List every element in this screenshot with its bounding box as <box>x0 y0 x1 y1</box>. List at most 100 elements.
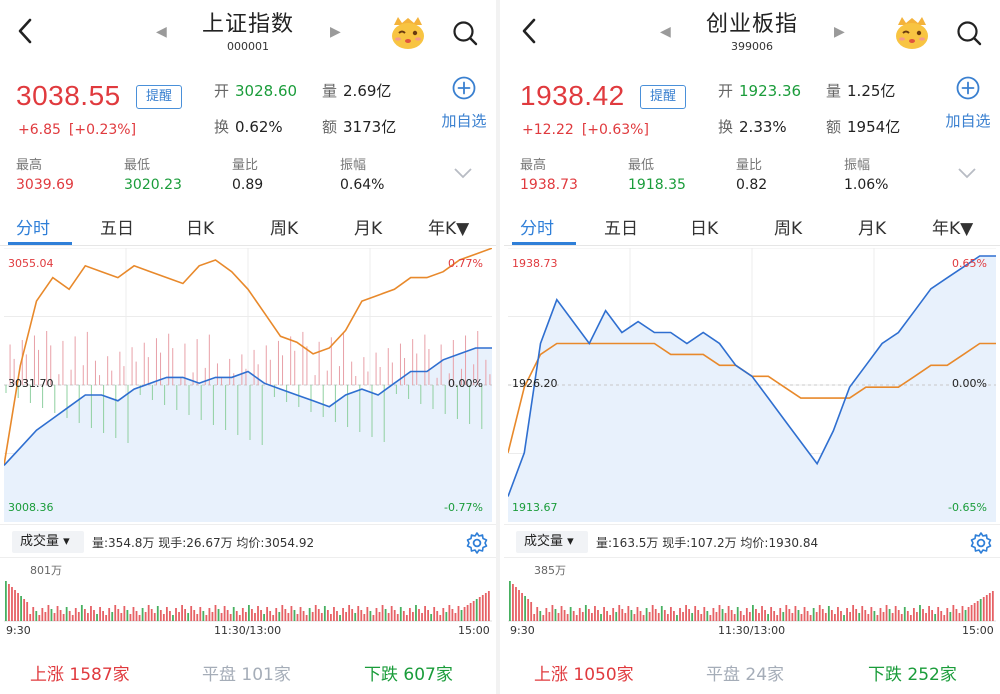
volume-bar-up <box>457 606 460 621</box>
volume-bar-up <box>44 612 47 621</box>
change-amount: +12.22 <box>522 122 574 138</box>
next-arrow-icon[interactable]: ▶ <box>330 24 341 40</box>
volume-bar-down <box>323 606 326 621</box>
volume-bar-down <box>354 613 357 621</box>
add-watchlist-button[interactable]: 加自选 <box>438 76 490 131</box>
tab-intraday[interactable]: 分时 <box>16 219 50 239</box>
volume-bar-up <box>147 605 150 621</box>
indicator-select[interactable]: 成交量 ▾ <box>12 531 84 553</box>
tab-weekly-k[interactable]: 周K <box>774 219 803 239</box>
volume-bar-up <box>196 614 199 621</box>
search-icon[interactable] <box>956 20 982 46</box>
volume-bar-up <box>463 607 466 621</box>
volume-bar-up <box>521 593 523 621</box>
volume-bar-up <box>360 610 363 621</box>
volume-bar-up <box>876 615 879 621</box>
volume-bar-up <box>302 611 305 621</box>
tab-monthly-k[interactable]: 月K <box>858 219 887 239</box>
stat-label: 最高 <box>16 158 43 173</box>
turnover-value: 2.33% <box>739 118 787 136</box>
mascot-icon[interactable] <box>388 15 428 51</box>
volume-bar-up <box>527 599 530 621</box>
chevron-down-icon[interactable] <box>956 166 978 180</box>
volume-bar-up <box>545 608 548 621</box>
volume-bar-up <box>169 611 171 621</box>
tab-daily-k[interactable]: 日K <box>186 219 215 239</box>
volume-bar-up <box>594 606 596 621</box>
volume-max-label: 385万 <box>534 564 566 577</box>
volume-bar-down <box>509 581 511 621</box>
prev-arrow-icon[interactable]: ◀ <box>156 24 167 40</box>
time-start: 9:30 <box>510 624 535 637</box>
volume-bar-up <box>642 615 645 621</box>
add-watchlist-button[interactable]: 加自选 <box>942 76 994 131</box>
chart-pct-high: 0.65% <box>952 257 987 270</box>
prev-arrow-icon[interactable]: ◀ <box>660 24 671 40</box>
stat-value: 3020.23 <box>124 177 182 193</box>
time-end: 15:00 <box>458 624 490 637</box>
volume-bar-up <box>621 609 624 621</box>
gear-icon[interactable] <box>969 531 993 555</box>
intraday-chart[interactable] <box>4 248 492 522</box>
volume-bar-up <box>229 614 232 621</box>
volume-bar-up <box>703 607 706 621</box>
search-icon[interactable] <box>452 20 478 46</box>
volume-bar-up <box>287 613 290 621</box>
amount-stat: 额 1954亿 <box>826 116 900 137</box>
volume-bar-up <box>41 608 44 621</box>
volume-bar-up <box>815 612 818 621</box>
volume-bar-up <box>758 613 760 621</box>
volume-bar-down <box>767 614 769 621</box>
tab-five-day[interactable]: 五日 <box>604 219 638 239</box>
chart-low-label: 1913.67 <box>512 501 558 514</box>
indicator-select[interactable]: 成交量 ▾ <box>516 531 588 553</box>
amount-stat: 额 3173亿 <box>322 116 396 137</box>
remind-button[interactable]: 提醒 <box>136 85 182 109</box>
mascot-icon[interactable] <box>892 15 932 51</box>
back-icon[interactable] <box>518 16 540 46</box>
tab-yearly-k[interactable]: 年K▼ <box>428 219 470 239</box>
volume-bar-down <box>752 605 754 621</box>
volume-chart[interactable] <box>4 560 492 622</box>
volume-bar-up <box>108 608 111 621</box>
stat-amplitude: 振幅 1.06% <box>844 154 888 193</box>
next-arrow-icon[interactable]: ▶ <box>834 24 845 40</box>
volume-bar-up <box>83 609 86 621</box>
stat-volume-ratio: 量比 0.82 <box>736 154 767 193</box>
volume-bar-up <box>551 605 554 621</box>
volume-bar-down <box>645 608 648 621</box>
volume-bar-up <box>909 615 912 621</box>
intraday-chart[interactable] <box>508 248 996 522</box>
open-stat: 开 1923.36 <box>718 80 801 101</box>
volume-bar-up <box>351 609 354 621</box>
back-icon[interactable] <box>14 16 36 46</box>
volume-bar-up <box>220 613 223 621</box>
tab-daily-k[interactable]: 日K <box>690 219 719 239</box>
remind-button[interactable]: 提醒 <box>640 85 686 109</box>
chevron-down-icon[interactable] <box>452 166 474 180</box>
volume-bar-down <box>600 614 602 621</box>
active-tab-indicator <box>512 242 576 245</box>
volume-bar-up <box>967 607 970 621</box>
volume-chart[interactable] <box>508 560 996 622</box>
volume-bar-up <box>481 595 484 621</box>
volume-bar-down <box>399 607 402 621</box>
volume-bar-up <box>405 615 408 621</box>
tab-intraday[interactable]: 分时 <box>520 219 554 239</box>
chart-tabs: 分时 五日 日K 周K 月K 年K▼ <box>0 204 500 246</box>
tab-monthly-k[interactable]: 月K <box>354 219 383 239</box>
volume-bar-up <box>29 614 32 621</box>
volume-bar-up <box>837 607 839 621</box>
volume-bar-up <box>663 610 666 621</box>
decliners-label: 下跌 <box>868 665 902 685</box>
volume-bar-up <box>800 614 803 621</box>
tab-five-day[interactable]: 五日 <box>100 219 134 239</box>
volume-bar-down <box>384 609 387 621</box>
tab-weekly-k[interactable]: 周K <box>270 219 299 239</box>
open-label: 开 <box>214 82 230 100</box>
tab-yearly-k[interactable]: 年K▼ <box>932 219 974 239</box>
volume-bar-up <box>47 605 50 621</box>
gear-icon[interactable] <box>465 531 489 555</box>
volume-bar-up <box>624 613 627 621</box>
volume-bar-up <box>117 609 120 621</box>
